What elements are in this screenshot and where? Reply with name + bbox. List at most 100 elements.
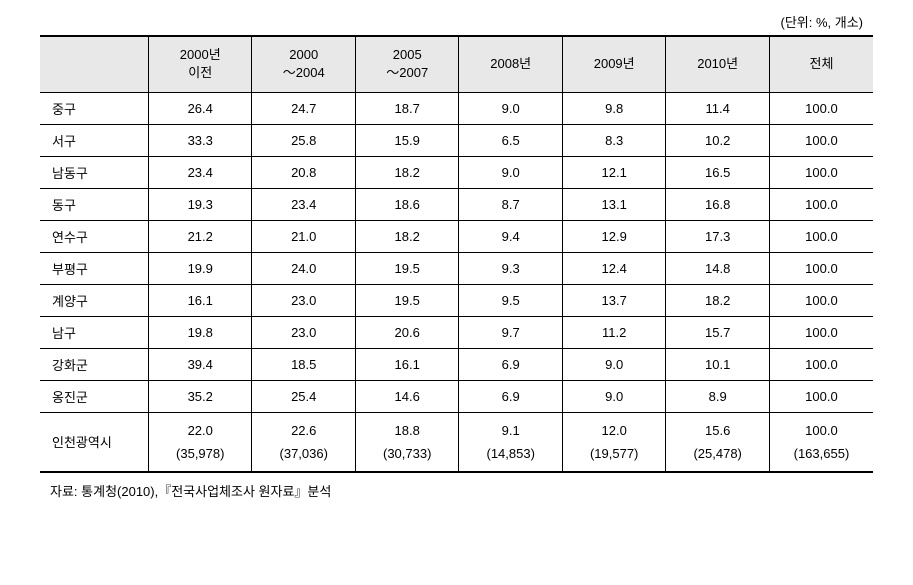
row-label: 부평구 bbox=[40, 252, 149, 284]
total-pct: 18.8 bbox=[364, 419, 450, 442]
row-label: 계양구 bbox=[40, 284, 149, 316]
row-label: 남동구 bbox=[40, 156, 149, 188]
cell: 16.8 bbox=[666, 188, 769, 220]
cell: 21.0 bbox=[252, 220, 355, 252]
cell: 18.2 bbox=[666, 284, 769, 316]
data-table: 2000년이전 2000～2004 2005～2007 2008년 2009년 … bbox=[40, 35, 873, 473]
row-label: 동구 bbox=[40, 188, 149, 220]
cell: 33.3 bbox=[149, 124, 252, 156]
total-count: (163,655) bbox=[778, 442, 865, 465]
col-header-2010: 2010년 bbox=[666, 36, 769, 92]
unit-label: (단위: %, 개소) bbox=[40, 12, 873, 31]
row-label: 남구 bbox=[40, 316, 149, 348]
total-count: (19,577) bbox=[571, 442, 657, 465]
total-row-label: 인천광역시 bbox=[40, 412, 149, 472]
total-pct: 9.1 bbox=[467, 419, 553, 442]
cell: 25.4 bbox=[252, 380, 355, 412]
cell: 100.0 bbox=[769, 188, 873, 220]
cell: 9.7 bbox=[459, 316, 562, 348]
total-count: (14,853) bbox=[467, 442, 553, 465]
cell: 20.8 bbox=[252, 156, 355, 188]
cell: 19.5 bbox=[355, 284, 458, 316]
table-row: 계양구 16.1 23.0 19.5 9.5 13.7 18.2 100.0 bbox=[40, 284, 873, 316]
cell: 12.9 bbox=[562, 220, 665, 252]
cell: 9.4 bbox=[459, 220, 562, 252]
cell: 11.4 bbox=[666, 92, 769, 124]
row-label: 중구 bbox=[40, 92, 149, 124]
cell: 6.9 bbox=[459, 380, 562, 412]
cell: 100.0 bbox=[769, 92, 873, 124]
cell: 9.8 bbox=[562, 92, 665, 124]
cell: 8.9 bbox=[666, 380, 769, 412]
total-cell: 18.8 (30,733) bbox=[355, 412, 458, 472]
cell: 20.6 bbox=[355, 316, 458, 348]
cell: 24.0 bbox=[252, 252, 355, 284]
cell: 100.0 bbox=[769, 156, 873, 188]
table-header-row: 2000년이전 2000～2004 2005～2007 2008년 2009년 … bbox=[40, 36, 873, 92]
col-header-2005-2007: 2005～2007 bbox=[355, 36, 458, 92]
cell: 100.0 bbox=[769, 220, 873, 252]
cell: 19.5 bbox=[355, 252, 458, 284]
cell: 15.9 bbox=[355, 124, 458, 156]
cell: 10.2 bbox=[666, 124, 769, 156]
cell: 6.5 bbox=[459, 124, 562, 156]
cell: 23.4 bbox=[252, 188, 355, 220]
col-header-2009: 2009년 bbox=[562, 36, 665, 92]
cell: 13.1 bbox=[562, 188, 665, 220]
cell: 8.7 bbox=[459, 188, 562, 220]
table-row: 옹진군 35.2 25.4 14.6 6.9 9.0 8.9 100.0 bbox=[40, 380, 873, 412]
table-row: 연수구 21.2 21.0 18.2 9.4 12.9 17.3 100.0 bbox=[40, 220, 873, 252]
cell: 16.1 bbox=[355, 348, 458, 380]
cell: 11.2 bbox=[562, 316, 665, 348]
table-body: 중구 26.4 24.7 18.7 9.0 9.8 11.4 100.0 서구 … bbox=[40, 92, 873, 472]
cell: 15.7 bbox=[666, 316, 769, 348]
cell: 19.9 bbox=[149, 252, 252, 284]
table-row: 중구 26.4 24.7 18.7 9.0 9.8 11.4 100.0 bbox=[40, 92, 873, 124]
cell: 100.0 bbox=[769, 284, 873, 316]
total-count: (35,978) bbox=[157, 442, 243, 465]
cell: 18.2 bbox=[355, 156, 458, 188]
cell: 9.0 bbox=[459, 156, 562, 188]
cell: 6.9 bbox=[459, 348, 562, 380]
cell: 9.0 bbox=[562, 380, 665, 412]
table-row: 강화군 39.4 18.5 16.1 6.9 9.0 10.1 100.0 bbox=[40, 348, 873, 380]
total-cell: 9.1 (14,853) bbox=[459, 412, 562, 472]
cell: 100.0 bbox=[769, 380, 873, 412]
cell: 8.3 bbox=[562, 124, 665, 156]
cell: 12.4 bbox=[562, 252, 665, 284]
row-label: 서구 bbox=[40, 124, 149, 156]
cell: 12.1 bbox=[562, 156, 665, 188]
total-cell: 15.6 (25,478) bbox=[666, 412, 769, 472]
cell: 14.6 bbox=[355, 380, 458, 412]
total-count: (30,733) bbox=[364, 442, 450, 465]
total-pct: 15.6 bbox=[674, 419, 760, 442]
total-pct: 22.0 bbox=[157, 419, 243, 442]
table-row: 남구 19.8 23.0 20.6 9.7 11.2 15.7 100.0 bbox=[40, 316, 873, 348]
cell: 19.8 bbox=[149, 316, 252, 348]
col-header-pre2000: 2000년이전 bbox=[149, 36, 252, 92]
total-cell: 22.0 (35,978) bbox=[149, 412, 252, 472]
cell: 9.0 bbox=[459, 92, 562, 124]
cell: 10.1 bbox=[666, 348, 769, 380]
row-label: 옹진군 bbox=[40, 380, 149, 412]
total-cell: 22.6 (37,036) bbox=[252, 412, 355, 472]
cell: 14.8 bbox=[666, 252, 769, 284]
col-header-total: 전체 bbox=[769, 36, 873, 92]
cell: 100.0 bbox=[769, 316, 873, 348]
cell: 18.2 bbox=[355, 220, 458, 252]
cell: 9.0 bbox=[562, 348, 665, 380]
table-row: 동구 19.3 23.4 18.6 8.7 13.1 16.8 100.0 bbox=[40, 188, 873, 220]
cell: 9.3 bbox=[459, 252, 562, 284]
cell: 16.5 bbox=[666, 156, 769, 188]
total-cell: 100.0 (163,655) bbox=[769, 412, 873, 472]
cell: 18.6 bbox=[355, 188, 458, 220]
total-count: (25,478) bbox=[674, 442, 760, 465]
cell: 17.3 bbox=[666, 220, 769, 252]
cell: 100.0 bbox=[769, 124, 873, 156]
cell: 23.0 bbox=[252, 316, 355, 348]
table-row: 부평구 19.9 24.0 19.5 9.3 12.4 14.8 100.0 bbox=[40, 252, 873, 284]
cell: 39.4 bbox=[149, 348, 252, 380]
cell: 19.3 bbox=[149, 188, 252, 220]
cell: 9.5 bbox=[459, 284, 562, 316]
table-row: 남동구 23.4 20.8 18.2 9.0 12.1 16.5 100.0 bbox=[40, 156, 873, 188]
